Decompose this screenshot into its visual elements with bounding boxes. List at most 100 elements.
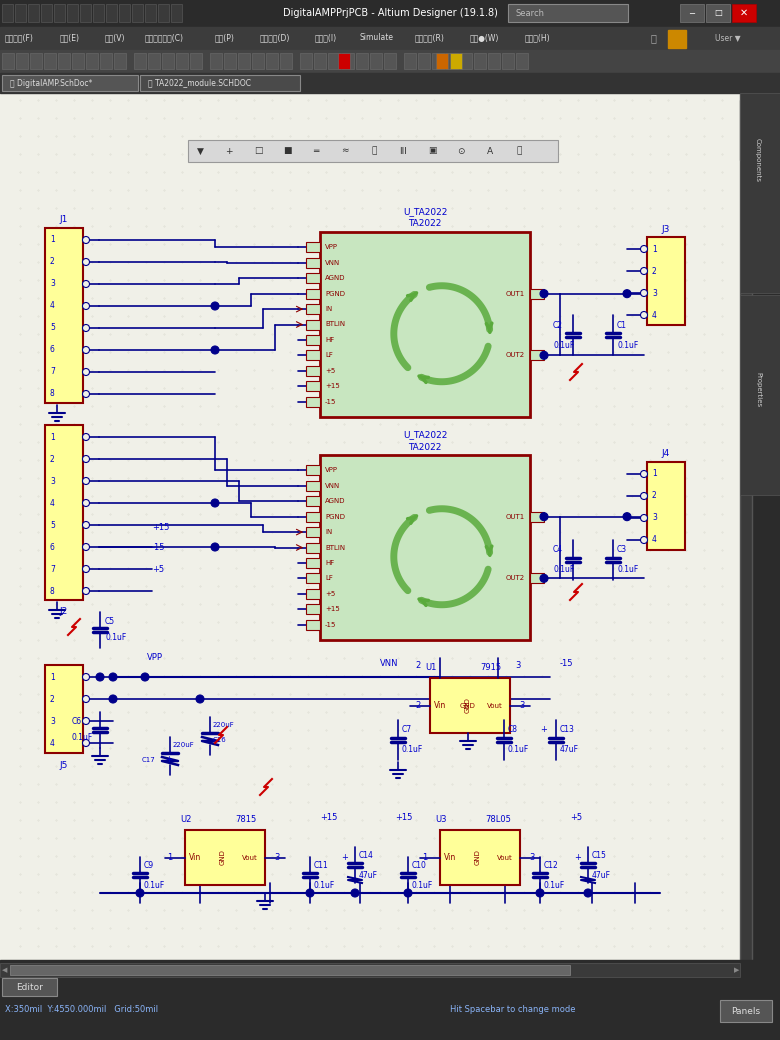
Bar	[145, 4, 156, 22]
Bar	[252, 53, 264, 69]
Text: +15: +15	[325, 383, 340, 389]
Bar	[15, 4, 26, 22]
Text: 2: 2	[50, 258, 55, 266]
Text: C5: C5	[105, 618, 115, 626]
Text: 5: 5	[50, 323, 55, 333]
Text: VPP: VPP	[325, 467, 338, 473]
Text: +15: +15	[395, 813, 413, 823]
Text: Vin: Vin	[434, 701, 446, 710]
Text: J2: J2	[60, 607, 68, 617]
Text: U_TA2022: U_TA2022	[402, 431, 447, 440]
Text: 4: 4	[50, 738, 55, 748]
Text: ⏚: ⏚	[371, 147, 377, 156]
Text: +: +	[540, 726, 547, 734]
Circle shape	[83, 566, 90, 572]
Bar	[516, 53, 528, 69]
Text: 7: 7	[50, 367, 55, 376]
Bar	[306, 543, 320, 552]
Text: 47uF: 47uF	[359, 870, 378, 880]
Text: VPP: VPP	[325, 244, 338, 251]
Text: 1: 1	[423, 853, 427, 862]
Text: VNN: VNN	[325, 260, 340, 266]
Text: Components: Components	[755, 138, 761, 182]
Text: ■: ■	[282, 147, 291, 156]
Bar	[185, 830, 265, 885]
Text: Simulate: Simulate	[360, 33, 394, 43]
Text: C8: C8	[508, 726, 518, 734]
Circle shape	[211, 346, 219, 354]
Text: GND: GND	[460, 702, 476, 708]
Bar	[306, 557, 320, 568]
Text: 0.1uF: 0.1uF	[314, 881, 335, 889]
Bar	[148, 53, 160, 69]
Circle shape	[351, 889, 359, 896]
Bar	[188, 140, 558, 162]
Circle shape	[306, 889, 314, 896]
Text: 3: 3	[530, 853, 534, 862]
Text: 3: 3	[50, 280, 55, 288]
Bar	[80, 4, 91, 22]
Text: 3: 3	[652, 288, 657, 297]
Circle shape	[83, 499, 90, 506]
Circle shape	[136, 889, 144, 896]
Bar	[28, 4, 39, 22]
Bar	[530, 289, 544, 298]
Bar	[436, 53, 448, 69]
Bar	[2, 4, 13, 22]
Text: C14: C14	[359, 851, 374, 859]
Text: ≈: ≈	[342, 147, 349, 156]
Bar	[86, 53, 98, 69]
Bar	[320, 456, 530, 640]
Circle shape	[141, 673, 149, 681]
Text: C7: C7	[402, 726, 412, 734]
Bar	[300, 53, 312, 69]
Bar	[30, 53, 42, 69]
Text: 表示(V): 表示(V)	[105, 33, 126, 43]
Text: 2: 2	[50, 454, 55, 464]
Bar	[342, 53, 354, 69]
Text: 47uF: 47uF	[592, 870, 611, 880]
Text: 2: 2	[50, 695, 55, 703]
Circle shape	[83, 588, 90, 595]
Circle shape	[211, 499, 219, 506]
Circle shape	[96, 673, 104, 681]
Bar	[338, 53, 350, 69]
Text: J4: J4	[662, 449, 670, 459]
Bar	[306, 319, 320, 330]
Text: +5: +5	[325, 368, 335, 373]
Text: 0.1uF: 0.1uF	[105, 633, 126, 643]
Text: C13: C13	[560, 726, 575, 734]
Bar	[647, 462, 685, 550]
Bar	[508, 4, 628, 22]
Text: OUT1: OUT1	[505, 290, 525, 296]
Text: LF: LF	[325, 353, 333, 359]
Text: ▣: ▣	[427, 147, 436, 156]
Bar	[530, 350, 544, 360]
Circle shape	[211, 302, 219, 310]
Text: 1: 1	[50, 235, 55, 244]
Circle shape	[623, 290, 631, 297]
Text: J5: J5	[60, 760, 68, 770]
Text: HF: HF	[325, 560, 335, 566]
Text: 3: 3	[519, 701, 525, 710]
Text: +15: +15	[325, 606, 340, 613]
Text: 📄 TA2022_module.SCHDOC: 📄 TA2022_module.SCHDOC	[148, 78, 251, 87]
Circle shape	[83, 739, 90, 747]
Text: 1: 1	[652, 469, 657, 478]
Circle shape	[640, 470, 647, 477]
Bar	[306, 573, 320, 583]
Text: ウィ●(W): ウィ●(W)	[470, 33, 499, 43]
Text: 78L05: 78L05	[485, 815, 511, 825]
Text: 0.1uF: 0.1uF	[412, 881, 433, 889]
Text: -15: -15	[152, 543, 165, 551]
Bar	[680, 4, 704, 22]
Bar	[16, 53, 28, 69]
Bar	[44, 53, 56, 69]
Bar	[0, 73, 780, 93]
Text: ✕: ✕	[740, 8, 748, 18]
Bar	[190, 53, 202, 69]
Text: -15: -15	[560, 659, 573, 669]
Text: C16: C16	[213, 737, 227, 743]
Bar	[224, 53, 236, 69]
Bar	[114, 53, 126, 69]
